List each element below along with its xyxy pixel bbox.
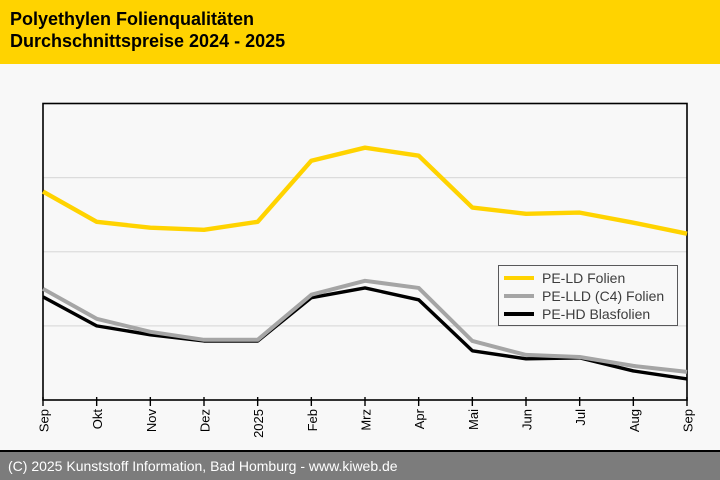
x-axis-label: Dez xyxy=(198,409,213,432)
copyright-text: (C) 2025 Kunststoff Information, Bad Hom… xyxy=(8,458,398,474)
legend: PE-LD Folien PE-LLD (C4) Folien PE-HD Bl… xyxy=(498,265,678,326)
chart-title: Polyethylen Folienqualitäten xyxy=(10,9,255,29)
legend-item-pe-hd: PE-HD Blasfolien xyxy=(504,305,673,323)
legend-label-pe-lld: PE-LLD (C4) Folien xyxy=(542,288,665,304)
x-axis-label: Feb xyxy=(305,409,320,431)
x-axis-label: Mai xyxy=(466,409,481,430)
x-axis-label: Mrz xyxy=(359,409,374,431)
x-axis-label: Apr xyxy=(412,408,427,429)
x-axis-label: Nov xyxy=(144,409,159,433)
chart-area: Sep Okt Nov Dez 2025 Feb Mrz Apr Mai Jun Jul Aug Sep… xyxy=(37,102,696,438)
legend-line-pe-ld-icon xyxy=(504,276,534,280)
x-axis-label: Jun xyxy=(520,409,535,430)
series-line-pe-ld-folien xyxy=(41,145,688,236)
price-chart-svg: Sep Okt Nov Dez 2025 Feb Mrz Apr Mai Jun Jul Aug Sep xyxy=(37,102,696,438)
x-axis-label: Okt xyxy=(90,409,105,430)
footer-bar: (C) 2025 Kunststoff Information, Bad Hom… xyxy=(0,450,720,480)
x-axis-label: Jul xyxy=(573,409,588,426)
legend-label-pe-ld: PE-LD Folien xyxy=(542,270,626,286)
legend-line-pe-lld-icon xyxy=(504,294,534,298)
legend-label-pe-hd: PE-HD Blasfolien xyxy=(542,306,651,322)
x-axis-label: 2025 xyxy=(251,409,266,438)
legend-line-pe-hd-icon xyxy=(504,312,534,316)
x-axis-label: Sep xyxy=(681,409,696,432)
x-axis-label: Sep xyxy=(37,409,52,432)
x-axis-label: Aug xyxy=(627,409,642,432)
series-line-pe-lld-c4-folien xyxy=(42,278,688,374)
title-bar: Polyethylen Folienqualitäten Durchschnit… xyxy=(0,0,720,64)
chart-subtitle: Durchschnittspreise 2024 - 2025 xyxy=(10,31,286,51)
legend-item-pe-ld: PE-LD Folien xyxy=(504,269,673,287)
legend-item-pe-lld: PE-LLD (C4) Folien xyxy=(504,287,673,305)
